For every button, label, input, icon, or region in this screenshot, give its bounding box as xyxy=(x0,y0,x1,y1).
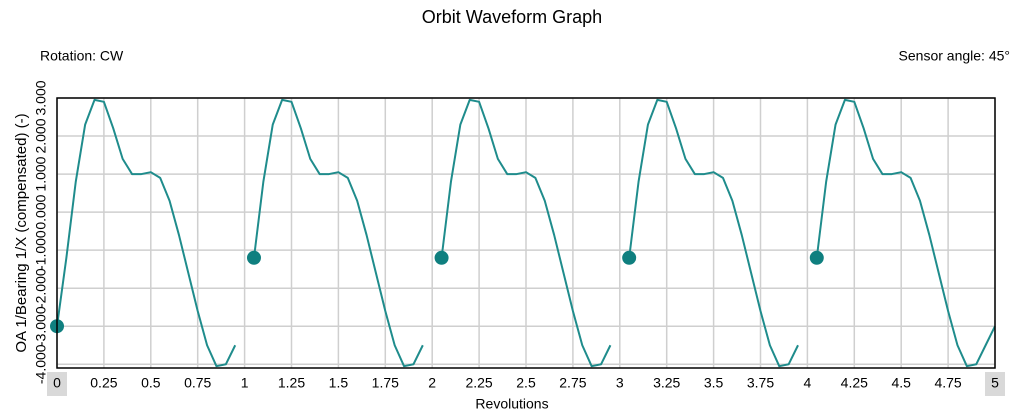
x-tick-label: 2.5 xyxy=(516,375,536,391)
x-tick-label: 2.25 xyxy=(465,375,492,391)
sensor-angle-label: Sensor angle: 45° xyxy=(899,48,1010,64)
y-tick-label: -3.000 xyxy=(33,306,49,346)
x-tick-label: 0.25 xyxy=(90,375,117,391)
x-axis-label: Revolutions xyxy=(475,396,548,412)
y-tick-label: -1.000 xyxy=(33,230,49,270)
x-tick-label: 2.75 xyxy=(559,375,586,391)
plot-border xyxy=(56,97,996,369)
tick-highlight xyxy=(47,372,67,396)
y-tick-label: 3.000 xyxy=(33,80,49,115)
x-tick-label: 1.75 xyxy=(372,375,399,391)
y-tick-label: 0.000 xyxy=(33,194,49,229)
waveform-line xyxy=(56,98,996,368)
x-tick-label: 4.5 xyxy=(891,375,911,391)
x-tick-label: 2 xyxy=(428,375,436,391)
x-tick-label: 1.5 xyxy=(329,375,349,391)
x-tick-label: 0.75 xyxy=(184,375,211,391)
revolution-marker xyxy=(809,250,824,265)
chart-title: Orbit Waveform Graph xyxy=(422,7,602,27)
y-tick-label: 1.000 xyxy=(33,156,49,191)
revolution-marker xyxy=(246,250,261,265)
y-tick-label: 2.000 xyxy=(33,118,49,153)
revolution-marker xyxy=(622,250,637,265)
x-tick-label: 1.25 xyxy=(278,375,305,391)
x-tick-label: 3.75 xyxy=(747,375,774,391)
x-tick-label: 4.25 xyxy=(841,375,868,391)
rotation-label: Rotation: CW xyxy=(40,48,124,64)
x-tick-label: 3.5 xyxy=(704,375,724,391)
x-tick-label: 0.5 xyxy=(141,375,161,391)
x-tick-label: 3.25 xyxy=(653,375,680,391)
y-tick-label: -4.000 xyxy=(33,344,49,384)
y-axis-label: OA 1/Bearing 1/X (compensated) (-) xyxy=(13,113,30,352)
x-tick-label: 4.75 xyxy=(934,375,961,391)
x-tick-label: 4 xyxy=(804,375,812,391)
tick-highlight xyxy=(985,372,1005,396)
x-tick-label: 5 xyxy=(991,375,999,391)
y-tick-label: -2.000 xyxy=(33,268,49,308)
x-tick-label: 3 xyxy=(616,375,624,391)
x-tick-label: 0 xyxy=(53,375,61,391)
revolution-marker xyxy=(434,250,449,265)
x-tick-label: 1 xyxy=(241,375,249,391)
